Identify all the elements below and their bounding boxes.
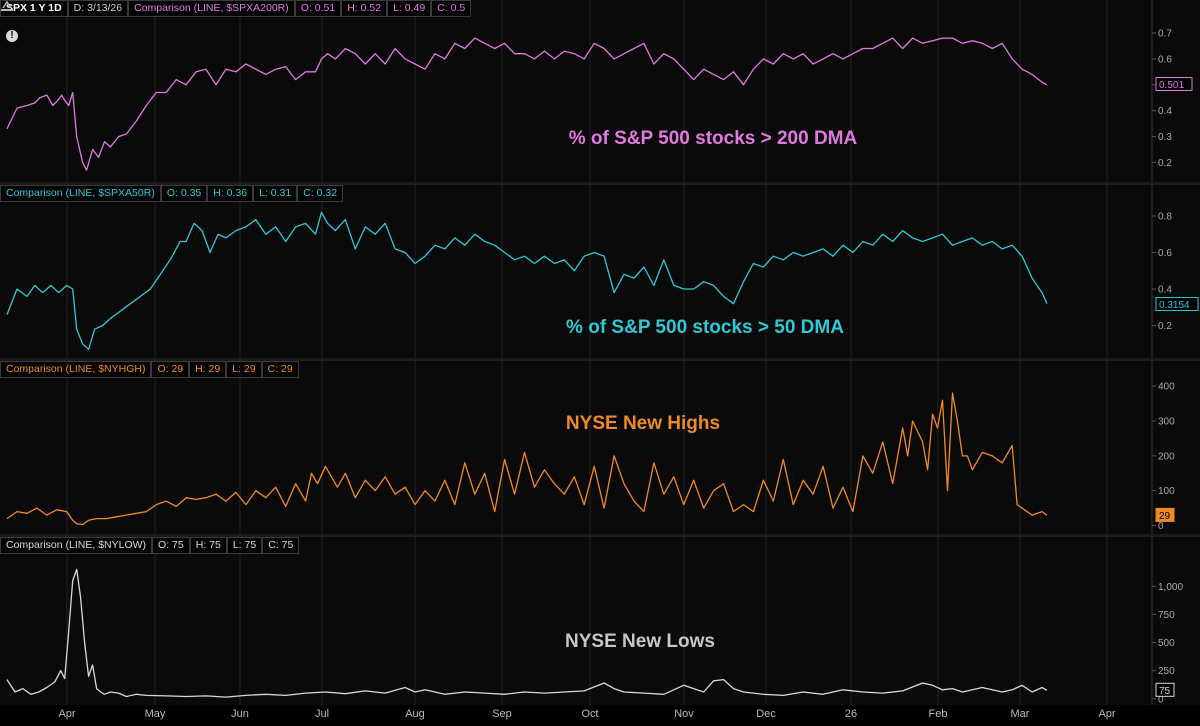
y-tick-label: 0.3: [1158, 132, 1172, 143]
y-tick-label: 750: [1158, 610, 1175, 621]
pane-nylow: 0 250 500 750 1,000 75 Comparison (LINE, $NYL…: [0, 537, 1200, 705]
pane-divider[interactable]: [0, 358, 1200, 361]
y-tick-label: 0.7: [1158, 28, 1172, 39]
last-value-box: [1155, 297, 1199, 312]
pane-title: NYSE New Lows: [565, 631, 715, 652]
y-tick-label: 100: [1158, 486, 1175, 497]
series-line: [6, 568, 1048, 698]
close-value: C: 29: [261, 361, 299, 378]
x-tick-label: Sep: [492, 708, 512, 720]
series-line: [6, 37, 1048, 171]
y-tick-label: 0.4: [1158, 285, 1172, 296]
low-value: L: 0.49: [387, 0, 432, 17]
y-tick-label: 0: [1158, 521, 1164, 532]
pane-header: SPX 1 Y 1D D: 3/13/26 Comparison (LINE, …: [0, 0, 472, 17]
x-tick-label: Feb: [928, 708, 948, 720]
pane-header: Comparison (LINE, $SPXA50R) O: 0.35 H: 0…: [0, 185, 344, 202]
high-value: H: 0.36: [207, 185, 254, 202]
x-tick-label: Aug: [405, 708, 425, 720]
x-tick-label: Jul: [314, 708, 330, 720]
symbol-label[interactable]: SPX 1 Y 1D: [0, 0, 68, 17]
series-line: [6, 392, 1048, 526]
last-value-label: 29: [1159, 511, 1171, 522]
last-value-box: [1155, 76, 1193, 91]
last-value-label: 75: [1159, 686, 1171, 697]
x-tick-label: Nov: [674, 708, 694, 720]
y-tick-label: 500: [1158, 638, 1175, 649]
x-tick-label: Oct: [581, 708, 599, 720]
y-tick-label: 0.2: [1158, 321, 1172, 332]
close-value: C: 0.32: [297, 185, 344, 202]
y-tick-label: 200: [1158, 451, 1175, 462]
x-tick-label: Apr: [58, 708, 76, 720]
pane-divider[interactable]: [0, 534, 1200, 537]
open-value: O: 0.51: [294, 0, 342, 17]
y-tick-label: 0.2: [1158, 158, 1172, 169]
y-tick-label: 1,000: [1158, 582, 1183, 593]
x-tick-label: Jun: [231, 708, 249, 720]
pane-spxa50r: 0.2 0.4 0.6 0.8 0.3154 Comparison (LINE, $SP…: [0, 185, 1200, 358]
pane-header: Comparison (LINE, $NYLOW) O: 75 H: 75 L:…: [0, 537, 300, 554]
last-value-label: 0.3154: [1159, 300, 1190, 311]
y-tick-label: 0: [1158, 694, 1164, 705]
pane-header: Comparison (LINE, $NYHGH) O: 29 H: 29 L:…: [0, 361, 299, 378]
comparison-label[interactable]: Comparison (LINE, $SPXA50R): [0, 185, 161, 202]
y-tick-label: 0.6: [1158, 248, 1172, 259]
x-tick-label: Apr: [1098, 708, 1116, 720]
high-value: H: 29: [189, 361, 227, 378]
comparison-label[interactable]: Comparison (LINE, $NYLOW): [0, 537, 153, 554]
x-axis: Apr May Jun Jul Aug Sep Oct Nov Dec 26 Feb Mar Apr: [0, 705, 1200, 726]
pane-divider[interactable]: [0, 182, 1200, 185]
close-value: C: 0.5: [431, 0, 472, 17]
series-line: [6, 211, 1048, 350]
date-label: D: 3/13/26: [67, 0, 129, 17]
high-value: H: 0.52: [341, 0, 388, 17]
open-value: O: 0.35: [160, 185, 208, 202]
low-value: L: 29: [226, 361, 262, 378]
chart-spxa200r: 0.20.30.40.50.60.70.501: [6, 0, 1193, 182]
pane-title: % of S&P 500 stocks > 200 DMA: [568, 128, 858, 149]
x-tick-label: May: [144, 708, 166, 720]
open-value: O: 29: [151, 361, 190, 378]
last-value-box: [1155, 682, 1175, 697]
y-tick-label: 400: [1158, 382, 1175, 393]
y-tick-label: 0.8: [1158, 211, 1172, 222]
close-value: C: 75: [262, 537, 300, 554]
alert-icon[interactable]: !: [6, 30, 18, 42]
last-value-box: [1155, 507, 1175, 522]
comparison-label[interactable]: Comparison (LINE, $SPXA200R): [128, 0, 295, 17]
pane-nyhgh: 0 100 200 300 400 29 Comparison (LINE, $NYHGH…: [0, 361, 1200, 534]
y-tick-label: 0.6: [1158, 54, 1172, 65]
chart-settings-icon[interactable]: [0, 0, 14, 12]
y-tick-label: 250: [1158, 666, 1175, 677]
low-value: L: 75: [226, 537, 263, 554]
chart-spxa50r: 0.2 0.4 0.6 0.8 0.3154: [6, 185, 1199, 358]
low-value: L: 0.31: [253, 185, 298, 202]
chart-nylow: 0 250 500 750 1,000 75: [6, 537, 1183, 705]
x-tick-label: Mar: [1010, 708, 1030, 720]
chart-nyhgh: 0 100 200 300 400 29: [6, 361, 1175, 534]
last-value-label: 0.501: [1159, 80, 1184, 91]
pane-title: % of S&P 500 stocks > 50 DMA: [566, 317, 844, 338]
y-tick-label: 0.4: [1158, 106, 1172, 117]
x-tick-label: 26: [844, 708, 858, 720]
comparison-label[interactable]: Comparison (LINE, $NYHGH): [0, 361, 152, 378]
pane-spxa200r: 0.20.30.40.50.60.70.501 SPX 1 Y 1D D: 3/…: [0, 0, 1200, 182]
pane-title: NYSE New Highs: [565, 413, 721, 434]
x-tick-label: Dec: [756, 708, 776, 720]
high-value: H: 75: [189, 537, 227, 554]
open-value: O: 75: [152, 537, 190, 554]
y-tick-label: 300: [1158, 417, 1175, 428]
